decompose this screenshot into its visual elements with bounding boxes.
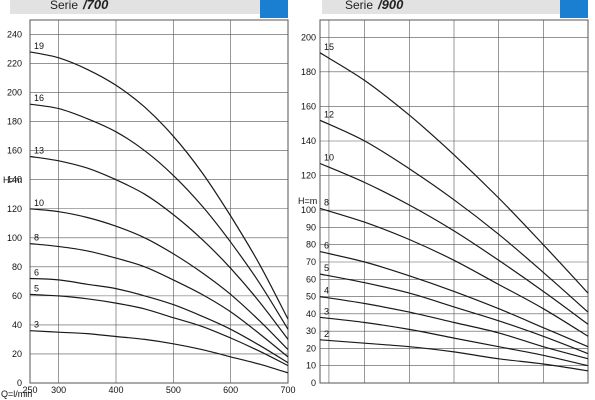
- y-tick-label: 100: [301, 205, 316, 215]
- series-line-10: [319, 162, 589, 325]
- x-tick-label: 400: [108, 385, 123, 395]
- series-line-19: [29, 51, 289, 320]
- y-tick-label: 120: [7, 204, 22, 214]
- series-line-6: [29, 277, 289, 364]
- y-axis-label: H=m: [3, 175, 22, 185]
- accent-tab: [260, 0, 288, 18]
- y-tick-label: 80: [306, 240, 316, 250]
- series-line-5: [319, 273, 589, 355]
- series-line-2: [319, 339, 589, 372]
- y-tick-label: 10: [306, 361, 316, 371]
- y-tick-label: 200: [301, 32, 316, 42]
- series-line-15: [319, 52, 589, 294]
- x-tick-label: 600: [223, 385, 238, 395]
- y-tick-label: 0: [17, 378, 22, 388]
- series-label: 12: [324, 109, 334, 119]
- y-tick-label: 40: [12, 320, 22, 330]
- series-label: 10: [324, 152, 334, 162]
- series-label: 15: [324, 42, 334, 52]
- series-line-3: [319, 316, 589, 367]
- y-tick-label: 0: [311, 378, 316, 388]
- series-line-3: [29, 330, 289, 374]
- series-line-12: [319, 119, 589, 313]
- series-label: 16: [34, 93, 44, 103]
- y-tick-label: 40: [306, 309, 316, 319]
- y-tick-label: 180: [301, 67, 316, 77]
- accent-tab: [560, 0, 588, 18]
- series-label: 8: [324, 197, 329, 207]
- series-label: 5: [34, 283, 39, 293]
- series-line-10: [29, 208, 289, 351]
- series-label: 19: [34, 41, 44, 51]
- chart-title: Serie/900: [345, 0, 404, 12]
- y-tick-label: 220: [7, 59, 22, 69]
- series-line-8: [29, 243, 289, 358]
- series-label: 3: [34, 320, 39, 330]
- y-tick-label: 200: [7, 88, 22, 98]
- y-tick-label: 180: [7, 117, 22, 127]
- y-tick-label: 80: [12, 262, 22, 272]
- series-line-4: [319, 296, 589, 360]
- y-tick-label: 30: [306, 326, 316, 336]
- y-tick-label: 160: [7, 146, 22, 156]
- x-tick-label: 700: [280, 385, 295, 395]
- y-tick-label: 70: [306, 257, 316, 267]
- y-tick-label: 50: [306, 292, 316, 302]
- chart-title: Serie/700: [50, 0, 109, 12]
- series-label: 6: [34, 267, 39, 277]
- series-label: 2: [324, 329, 329, 339]
- series-label: 8: [34, 233, 39, 243]
- y-tick-label: 160: [301, 101, 316, 111]
- y-tick-label: 100: [7, 233, 22, 243]
- y-tick-label: 240: [7, 30, 22, 40]
- y-tick-label: 140: [7, 175, 22, 185]
- series-line-13: [29, 155, 289, 340]
- series-label: 13: [34, 145, 44, 155]
- y-tick-label: 20: [306, 343, 316, 353]
- x-tick-label: 250: [22, 385, 37, 395]
- x-axis-label: Q=l/min: [1, 389, 32, 399]
- header-bar: [322, 0, 560, 14]
- x-tick-label: 500: [166, 385, 181, 395]
- y-tick-label: 120: [301, 171, 316, 181]
- series-label: 5: [324, 263, 329, 273]
- x-tick-label: 300: [51, 385, 66, 395]
- y-tick-label: 20: [12, 349, 22, 359]
- y-axis-label: H=m: [298, 196, 317, 206]
- series-label: 4: [324, 286, 329, 296]
- y-tick-label: 60: [306, 274, 316, 284]
- series-label: 3: [324, 306, 329, 316]
- series-line-16: [29, 103, 289, 330]
- y-tick-label: 60: [12, 291, 22, 301]
- chart-serie-900: Serie/900 H=m 0 10 20 30 40 50 60 70 80 90 100 120 1…: [298, 0, 589, 388]
- series-line-5: [29, 293, 289, 367]
- series-label: 10: [34, 198, 44, 208]
- chart-serie-700: Serie/700 H=m Q=l/min 0 20 40 60 80 100 120 140…: [1, 0, 296, 399]
- plot-frame: [29, 19, 289, 384]
- series-label: 6: [324, 241, 329, 251]
- y-tick-label: 140: [301, 136, 316, 146]
- header-bar: [10, 0, 260, 14]
- series-line-8: [319, 207, 589, 337]
- series-line-6: [319, 251, 589, 348]
- y-tick-label: 90: [306, 222, 316, 232]
